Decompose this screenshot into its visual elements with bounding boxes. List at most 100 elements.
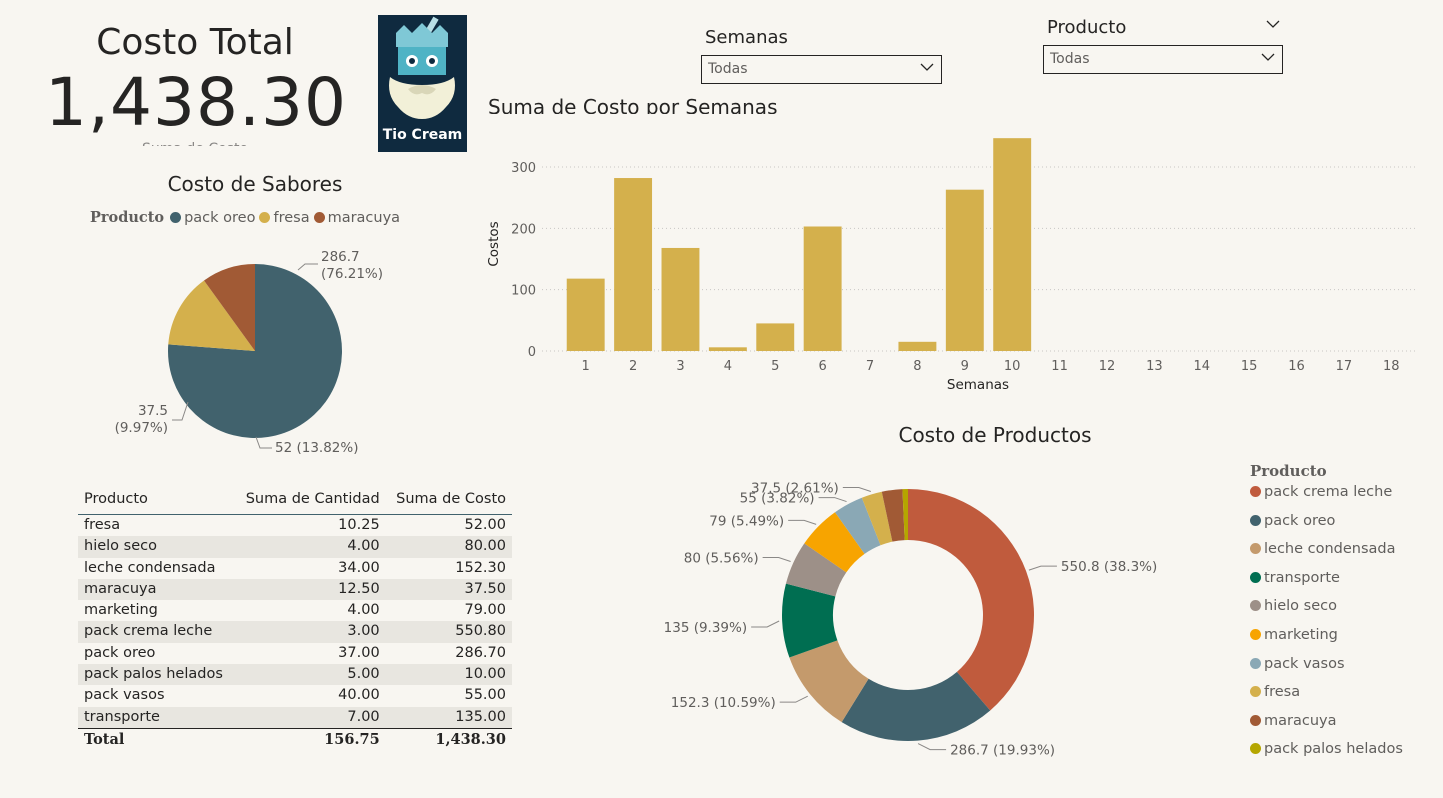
table-row: pack oreo 37.00 286.70 bbox=[78, 643, 512, 664]
kpi-title: Costo Total bbox=[96, 22, 294, 63]
legend-item-pack-crema-leche[interactable]: pack crema leche bbox=[1250, 484, 1440, 513]
legend-label: pack vasos bbox=[1264, 655, 1345, 672]
slice-pack-oreo[interactable] bbox=[841, 671, 991, 741]
legend-item-pack-oreo[interactable]: pack oreo bbox=[1250, 513, 1440, 542]
slice-hielo-seco[interactable] bbox=[785, 543, 847, 597]
tio-cream-logo: Tio Cream bbox=[378, 15, 467, 152]
slice-marketing[interactable] bbox=[804, 512, 865, 573]
x-tick-label: 1 bbox=[582, 359, 590, 374]
legend-item-maracuya[interactable]: maracuya bbox=[313, 210, 400, 226]
legend-dot bbox=[170, 212, 182, 223]
slice-maracuya[interactable] bbox=[881, 489, 905, 542]
legend-item-hielo-seco[interactable]: hielo seco bbox=[1250, 598, 1440, 627]
table-row: hielo seco 4.00 80.00 bbox=[78, 536, 512, 558]
data-label-fresa: 52 (13.82%) bbox=[275, 440, 358, 456]
legend-item-pack-vasos[interactable]: pack vasos bbox=[1250, 656, 1440, 685]
bar-week-8[interactable] bbox=[898, 341, 937, 351]
legend-dot bbox=[1250, 543, 1261, 555]
x-tick-label: 3 bbox=[676, 359, 684, 374]
table-row: fresa 10.25 52.00 bbox=[78, 515, 512, 537]
slice-pack-crema-leche[interactable] bbox=[908, 489, 1034, 711]
legend-item-fresa[interactable]: fresa bbox=[1250, 684, 1440, 713]
x-tick-label: 9 bbox=[961, 359, 969, 374]
legend-dot bbox=[1250, 628, 1261, 640]
table-cell: 40.00 bbox=[338, 687, 380, 704]
table-cell: 55.00 bbox=[464, 687, 506, 704]
slice-leche-condensada[interactable] bbox=[789, 640, 869, 723]
legend-item-pack-oreo[interactable]: pack oreo bbox=[170, 210, 255, 226]
legend-dot bbox=[1250, 743, 1261, 755]
slice-transporte[interactable] bbox=[782, 583, 838, 658]
x-tick-label: 14 bbox=[1193, 359, 1210, 374]
table-cell: marketing bbox=[84, 602, 158, 619]
table-cell: leche condensada bbox=[84, 559, 216, 576]
legend-dot bbox=[259, 212, 271, 223]
table-cell: fresa bbox=[84, 517, 121, 533]
legend-item-transporte[interactable]: transporte bbox=[1250, 570, 1440, 599]
legend-item-leche-condensada[interactable]: leche condensada bbox=[1250, 541, 1440, 570]
data-label-marketing: 79 (5.49%) bbox=[709, 513, 784, 529]
bar-week-4[interactable] bbox=[708, 347, 747, 351]
legend-item-marketing[interactable]: marketing bbox=[1250, 627, 1440, 656]
table-cell: 10.25 bbox=[338, 517, 380, 533]
legend-label: maracuya bbox=[1264, 712, 1337, 729]
table-cell: 4.00 bbox=[234, 536, 386, 558]
column-header-producto[interactable]: Producto bbox=[78, 486, 235, 515]
table-cell: 10.00 bbox=[385, 664, 512, 686]
sabores-legend-title: Producto bbox=[90, 209, 165, 226]
table-cell: pack crema leche bbox=[78, 621, 235, 643]
data-label-maracuya: 37.5 bbox=[138, 403, 168, 419]
table-cell: 135.00 bbox=[385, 706, 512, 729]
table-row: pack crema leche 3.00 550.80 bbox=[78, 621, 512, 643]
x-tick-label: 2 bbox=[629, 359, 637, 374]
productos-legend: Producto pack crema leche pack oreo leche … bbox=[1250, 462, 1440, 770]
legend-dot bbox=[1250, 657, 1261, 669]
bar-week-1[interactable] bbox=[566, 278, 605, 351]
table-total-row: Total 156.75 1,438.30 bbox=[78, 727, 512, 751]
column-header-suma-de-costo[interactable]: Suma de Costo bbox=[385, 486, 512, 515]
bar-week-6[interactable] bbox=[803, 226, 842, 351]
table-cell: 52.00 bbox=[464, 517, 506, 533]
bar-week-5[interactable] bbox=[756, 323, 795, 351]
table-cell: 3.00 bbox=[234, 621, 386, 643]
product-slicer-title: Producto bbox=[1047, 17, 1127, 38]
productos-legend-title: Producto bbox=[1250, 462, 1327, 480]
y-tick-label: 100 bbox=[511, 284, 536, 299]
bar-week-10[interactable] bbox=[993, 138, 1032, 351]
slice-maracuya[interactable] bbox=[204, 264, 255, 351]
data-label-fresa: 37.5 (2.61%) bbox=[751, 480, 839, 496]
x-tick-label: 5 bbox=[771, 359, 779, 374]
legend-item-fresa[interactable]: fresa bbox=[259, 210, 310, 226]
slice-fresa[interactable] bbox=[168, 280, 255, 351]
bar-week-2[interactable] bbox=[614, 178, 653, 351]
leader-line bbox=[917, 743, 947, 751]
data-label-pack-vasos: 55 (3.82%) bbox=[740, 491, 815, 507]
slice-pack-palos-helados[interactable] bbox=[902, 489, 908, 541]
bar-week-9[interactable] bbox=[945, 189, 984, 351]
y-axis-label: Costos bbox=[486, 221, 502, 266]
product-matrix-table: Producto Suma de Cantidad Suma de Costo fre… bbox=[78, 486, 512, 751]
table-cell: 37.50 bbox=[385, 578, 512, 601]
data-label-pack-oreo: (76.21%) bbox=[321, 266, 383, 282]
leader-line bbox=[172, 401, 189, 421]
legend-item-maracuya[interactable]: maracuya bbox=[1250, 713, 1440, 742]
weeks-slicer-dropdown[interactable]: Todas bbox=[701, 55, 942, 84]
table-cell: 5.00 bbox=[234, 664, 386, 686]
x-tick-label: 17 bbox=[1336, 359, 1353, 374]
slice-pack-vasos[interactable] bbox=[835, 497, 881, 554]
legend-dot bbox=[313, 212, 325, 223]
slice-fresa[interactable] bbox=[861, 491, 893, 546]
table-row: pack vasos 40.00 55.00 bbox=[78, 685, 512, 706]
product-slicer-dropdown[interactable]: Todas bbox=[1043, 45, 1283, 74]
weeks-slicer-value: Todas bbox=[708, 61, 748, 77]
table-cell: 4.00 bbox=[347, 602, 380, 619]
leader-line bbox=[762, 556, 791, 562]
chevron-down-icon[interactable] bbox=[1265, 17, 1281, 31]
column-header-suma-de-cantidad[interactable]: Suma de Cantidad bbox=[234, 486, 386, 515]
legend-dot bbox=[1250, 714, 1261, 726]
bar-week-3[interactable] bbox=[661, 247, 700, 351]
mascot-icon bbox=[389, 16, 455, 119]
legend-item-pack-palos-helados[interactable]: pack palos helados bbox=[1250, 741, 1440, 770]
legend-label: hielo seco bbox=[1264, 598, 1337, 615]
table-cell: pack oreo bbox=[84, 644, 156, 661]
